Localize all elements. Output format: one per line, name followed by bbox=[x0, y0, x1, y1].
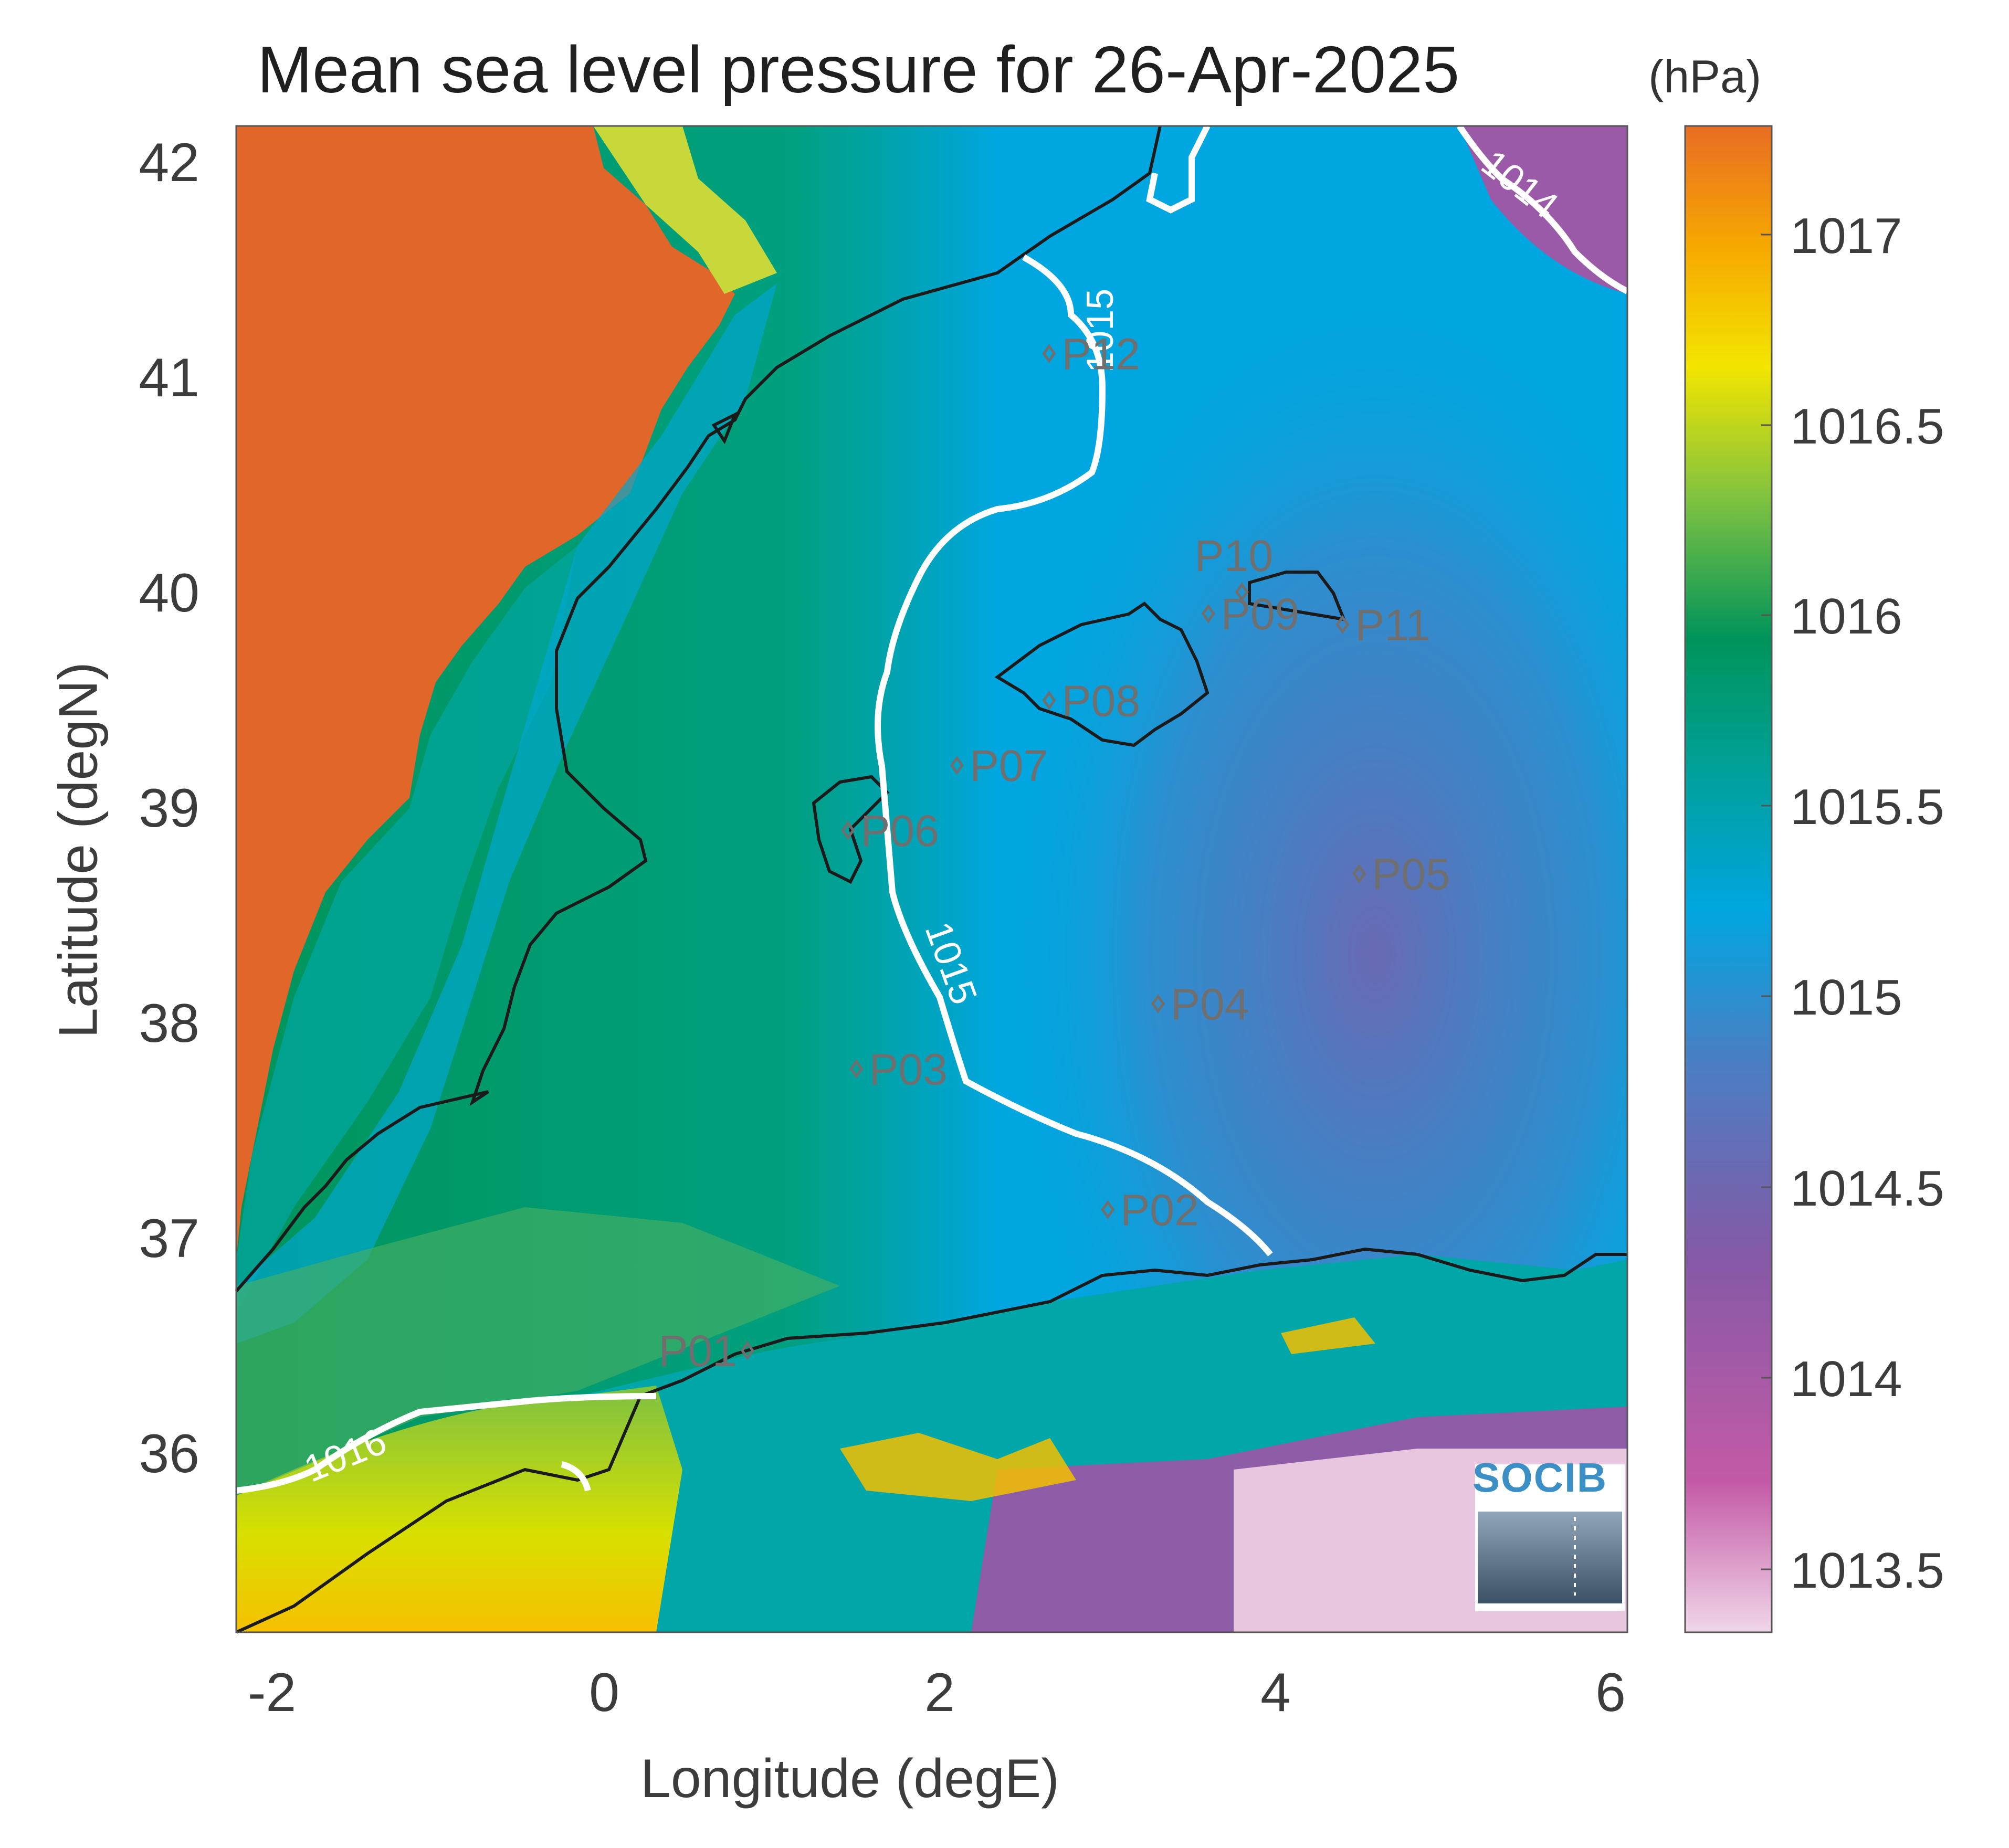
plot-frame bbox=[235, 125, 1628, 1633]
isobars bbox=[236, 124, 1629, 1494]
x-tick-label: -2 bbox=[248, 1662, 296, 1723]
y-tick-label: 37 bbox=[139, 1208, 199, 1269]
station-label: P12 bbox=[1061, 330, 1140, 379]
colorbar-unit: (hPa) bbox=[1648, 50, 1762, 102]
station-marker bbox=[740, 1340, 754, 1360]
station-marker bbox=[1042, 691, 1056, 710]
station-marker bbox=[1335, 615, 1350, 635]
ibiza-coast bbox=[812, 775, 890, 884]
colorbar-tick-label: 1015.5 bbox=[1790, 779, 1944, 835]
colorbar-tick-label: 1015 bbox=[1790, 969, 1902, 1026]
station-label: P02 bbox=[1120, 1186, 1198, 1235]
map-title: Mean sea level pressure for 26-Apr-2025 bbox=[257, 33, 1460, 107]
station-marker bbox=[1352, 864, 1366, 883]
isobar-1015-north bbox=[1146, 124, 1211, 214]
station-marker bbox=[1042, 344, 1056, 363]
colorbar-tick-label: 1016.5 bbox=[1790, 398, 1944, 455]
station-marker bbox=[1235, 582, 1249, 602]
x-axis: -2 0 2 4 6 bbox=[248, 1662, 1626, 1723]
colorbar-tick-label: 1014.5 bbox=[1790, 1160, 1944, 1217]
x-axis-label: Longitude (degE) bbox=[640, 1748, 1059, 1809]
station-marker bbox=[1151, 994, 1165, 1013]
socib-logo bbox=[1475, 1464, 1625, 1611]
isobar-1015 bbox=[875, 254, 1273, 1256]
station-label: P10 bbox=[1195, 531, 1273, 580]
isobar-label-1015-north: 1015 bbox=[1079, 289, 1121, 373]
station-label: P05 bbox=[1372, 850, 1450, 899]
y-tick-label: 39 bbox=[139, 778, 199, 839]
colorbar-tick-label: 1014 bbox=[1790, 1351, 1902, 1407]
y-tick-label: 40 bbox=[139, 563, 199, 624]
station-markers: P01 P02 P03 P04 P05 P06 P07 P08 P09 P10 P11 P12 bbox=[658, 330, 1450, 1376]
x-tick-label: 6 bbox=[1595, 1662, 1626, 1723]
station-label: P03 bbox=[869, 1044, 947, 1094]
colorbar-tick-label: 1013.5 bbox=[1790, 1543, 1944, 1599]
isobar-1014 bbox=[1457, 124, 1629, 294]
station-marker bbox=[1201, 604, 1215, 624]
station-marker bbox=[849, 1059, 864, 1079]
colorbar-tick-label: 1016 bbox=[1790, 588, 1902, 645]
y-tick-label: 36 bbox=[139, 1423, 199, 1484]
station-marker bbox=[841, 820, 855, 840]
station-marker bbox=[1101, 1200, 1115, 1220]
iberia-land bbox=[236, 126, 735, 1260]
station-label: P07 bbox=[970, 741, 1048, 790]
colorbar bbox=[1684, 125, 1773, 1633]
coastlines bbox=[235, 125, 1627, 1634]
y-tick-label: 41 bbox=[139, 347, 199, 408]
station-label: P04 bbox=[1171, 979, 1249, 1029]
x-tick-label: 2 bbox=[924, 1662, 955, 1723]
y-tick-label: 38 bbox=[139, 993, 199, 1054]
y-axis: 36 37 38 39 40 41 42 bbox=[139, 132, 199, 1484]
mallorca-coast bbox=[994, 601, 1209, 747]
station-label: P08 bbox=[1061, 676, 1140, 725]
colorbar-tick-label: 1017 bbox=[1790, 208, 1902, 264]
x-tick-label: 4 bbox=[1260, 1662, 1291, 1723]
station-label: P06 bbox=[860, 806, 939, 856]
station-label: P01 bbox=[658, 1326, 737, 1376]
colorbar-ticks: 1013.5 1014 1014.5 1015 1015.5 1016 1016… bbox=[1761, 208, 1944, 1599]
socib-logo-text: SOCIB bbox=[1472, 1454, 1608, 1501]
isobar-1016 bbox=[236, 1393, 657, 1494]
pressure-field bbox=[236, 126, 1627, 1632]
station-marker bbox=[950, 755, 964, 775]
x-tick-label: 0 bbox=[589, 1662, 619, 1723]
station-label: P09 bbox=[1221, 589, 1299, 639]
station-label: P11 bbox=[1355, 600, 1430, 650]
y-tick-label: 42 bbox=[139, 132, 199, 193]
